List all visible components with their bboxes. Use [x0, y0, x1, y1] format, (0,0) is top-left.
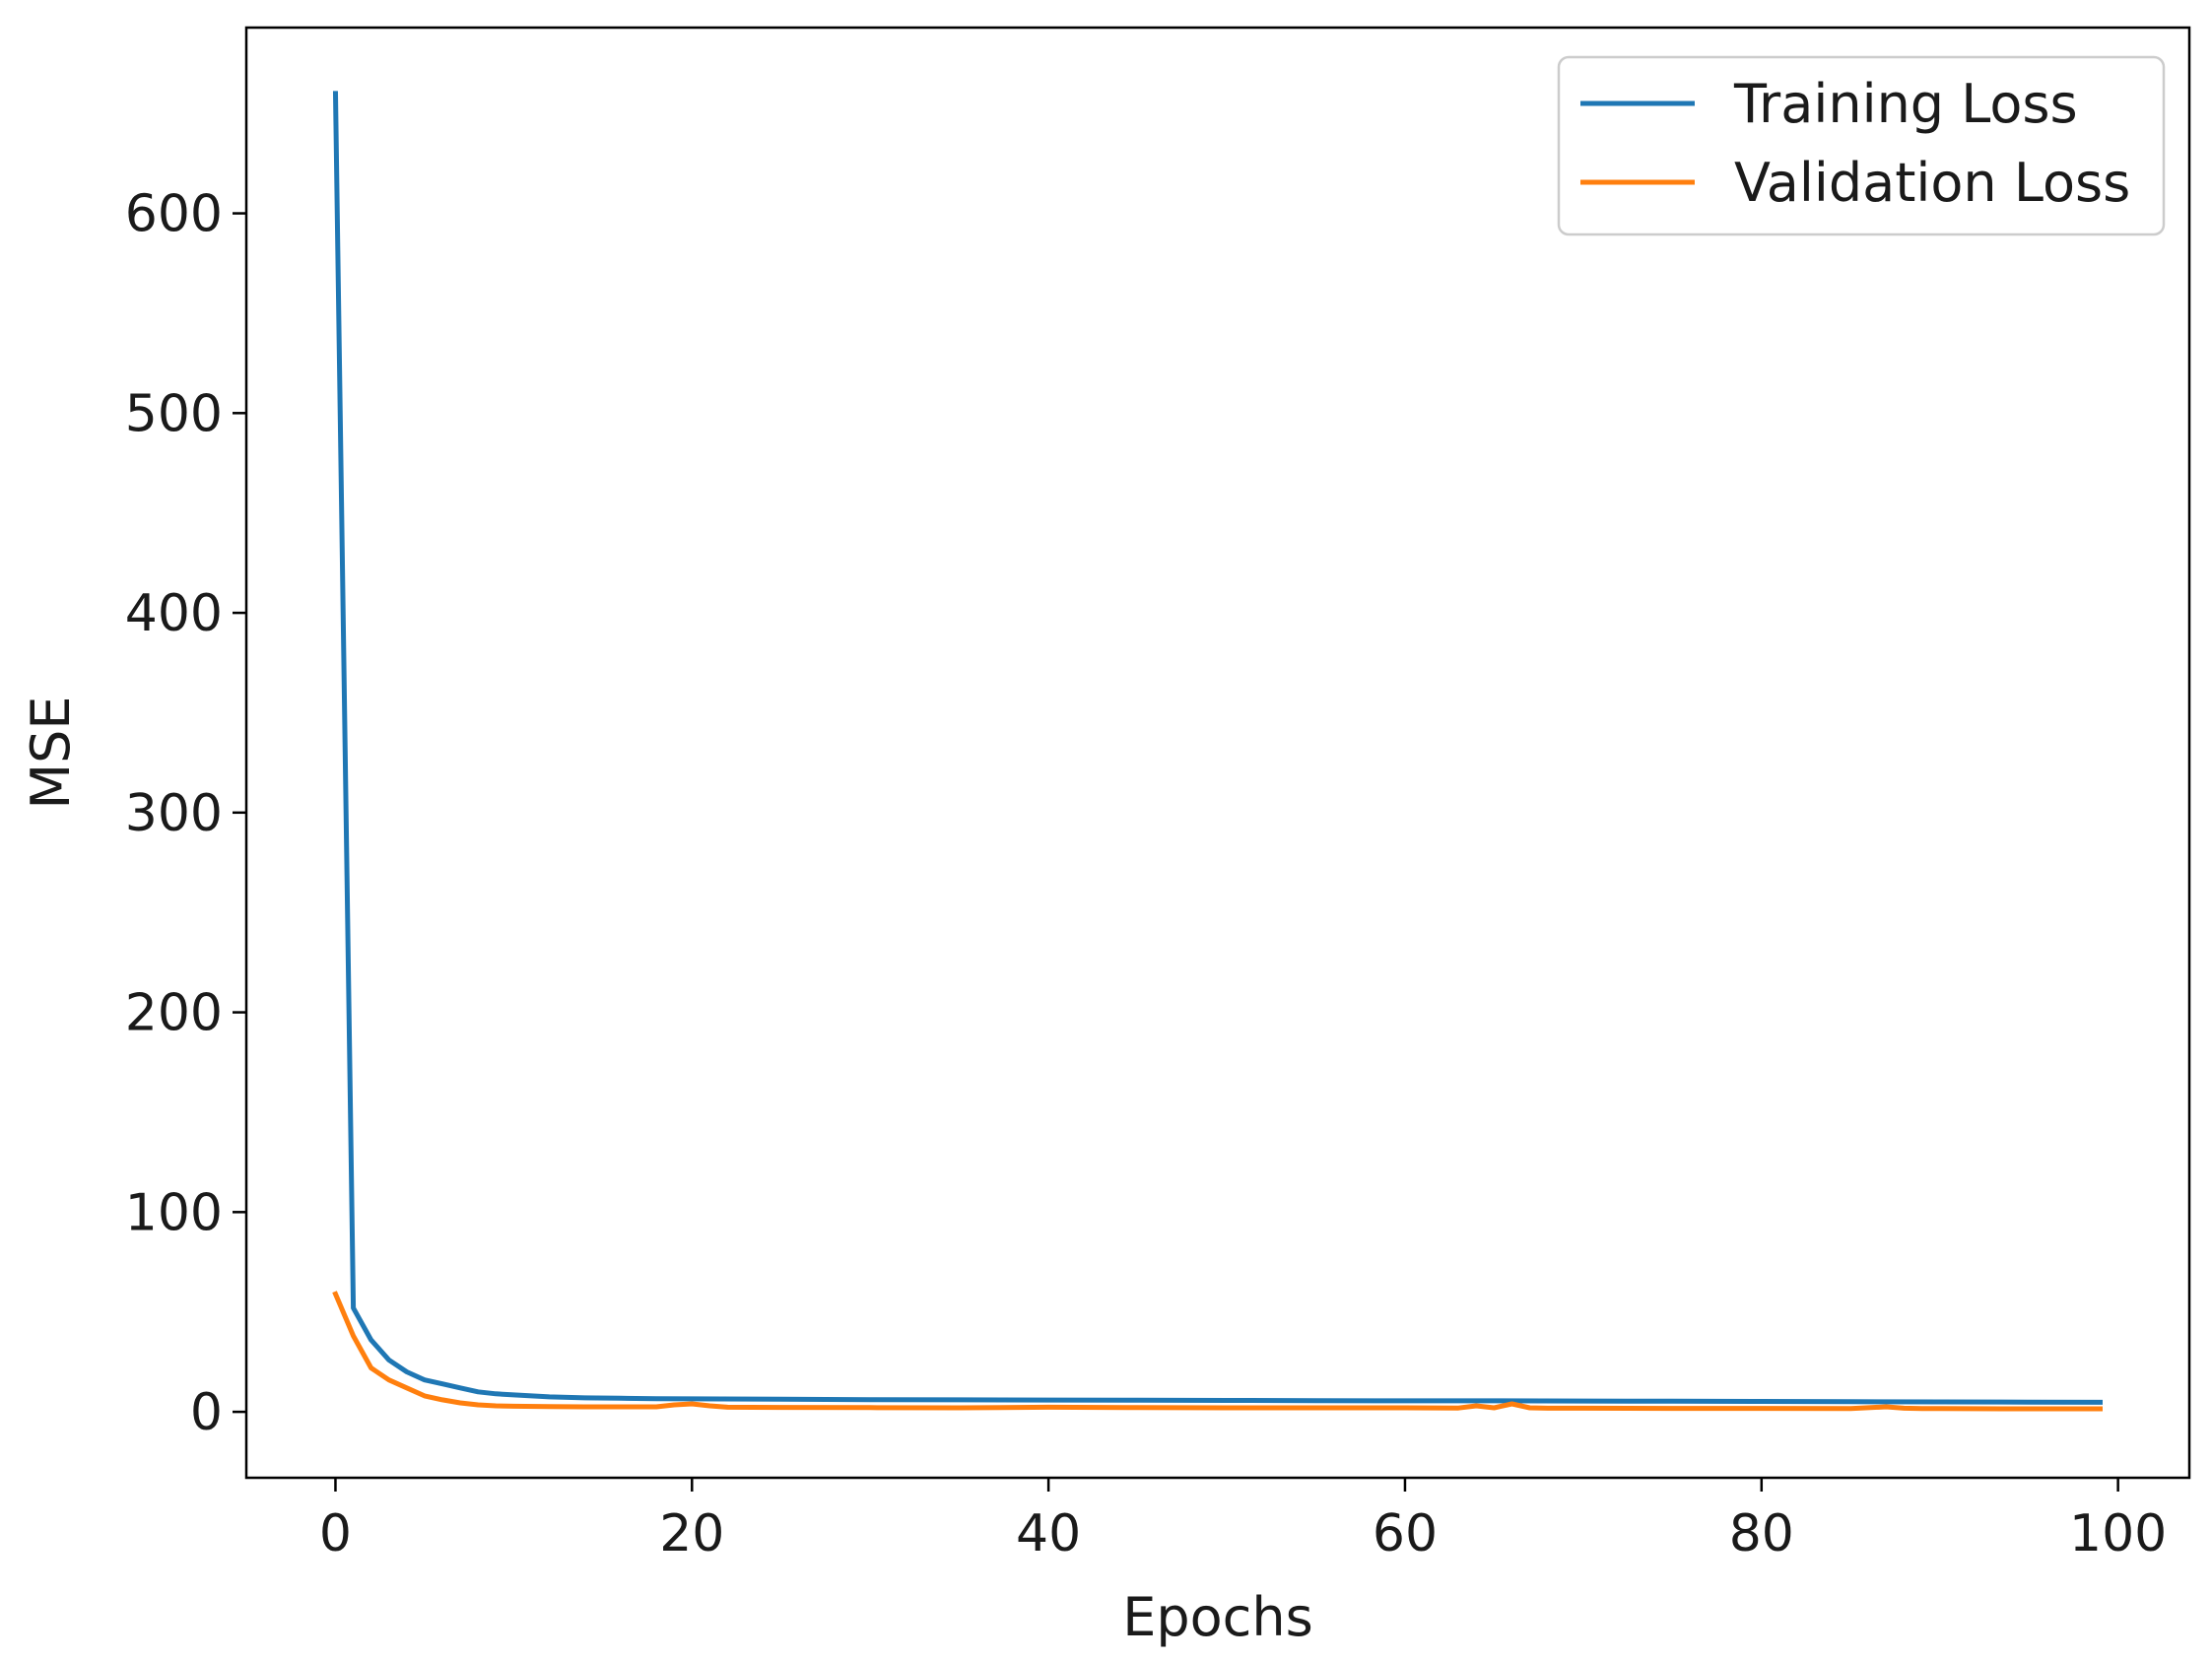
- legend: Training Loss Validation Loss: [1557, 55, 2166, 236]
- x-tick-label-20: 20: [659, 1504, 724, 1563]
- y-axis: 0 100 200 300 400 500 600: [125, 185, 246, 1442]
- series-line-training-loss: [332, 91, 2104, 1405]
- series-line-validation-loss: [332, 1291, 2103, 1412]
- x-tick-label-40: 40: [1016, 1504, 1081, 1563]
- y-tick-label-600: 600: [125, 185, 223, 244]
- x-tick-label-60: 60: [1373, 1504, 1438, 1563]
- y-tick-label-500: 500: [125, 384, 223, 443]
- y-tick-label-200: 200: [125, 984, 223, 1043]
- legend-box: [1557, 55, 2166, 236]
- legend-label-validation-loss: Validation Loss: [1734, 152, 2130, 214]
- y-tick-label-100: 100: [125, 1183, 223, 1242]
- legend-label-training-loss: Training Loss: [1733, 73, 2078, 135]
- plot-area: [332, 91, 2104, 1412]
- x-axis: 0 20 40 60 80 100: [319, 1478, 2167, 1563]
- x-axis-label: Epochs: [1122, 1586, 1312, 1648]
- y-tick-label-400: 400: [125, 584, 223, 643]
- x-tick-label-80: 80: [1729, 1504, 1794, 1563]
- x-tick-label-0: 0: [319, 1504, 352, 1563]
- y-tick-label-300: 300: [125, 784, 223, 843]
- y-tick-label-0: 0: [190, 1383, 223, 1442]
- x-tick-label-100: 100: [2069, 1504, 2167, 1563]
- axes-frame: [244, 26, 2191, 1480]
- y-axis-label: MSE: [20, 697, 82, 810]
